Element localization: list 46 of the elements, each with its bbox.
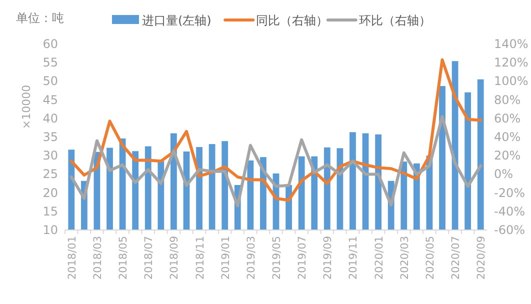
y2-tick-label: 120% <box>494 56 528 70</box>
y2-tick-label: 0% <box>494 167 514 182</box>
x-tick-label: 2018/01 <box>66 236 78 280</box>
y-axis-title: ×10000 <box>20 84 33 130</box>
y-tick-label: 50 <box>42 74 58 88</box>
x-tick-label: 2020/05 <box>424 236 436 280</box>
x-tick-label: 2019/03 <box>245 236 258 280</box>
x-tick-label: 2019/09 <box>322 236 334 280</box>
y2-tick-label: 20% <box>494 148 521 163</box>
line-series <box>70 115 482 208</box>
y-tick-label: 15 <box>42 204 58 218</box>
legend-label: 同比（右轴） <box>256 14 328 28</box>
y-tick-label: 25 <box>42 167 58 182</box>
x-tick-label: 2018/09 <box>168 236 181 280</box>
x-tick-label: 2019/11 <box>348 236 360 280</box>
x-tick-label: 2019/01 <box>220 236 232 280</box>
x-tick-label: 2018/07 <box>143 236 156 280</box>
legend-label: 环比（右轴） <box>358 14 431 28</box>
y-tick-label: 45 <box>42 92 58 107</box>
x-tick-label: 2020/09 <box>476 236 488 280</box>
x-tick-label: 2018/03 <box>92 236 104 280</box>
y2-tick-label: -40% <box>494 204 526 218</box>
x-tick-label: 2019/07 <box>296 236 309 280</box>
y-tick-label: 40 <box>42 111 58 126</box>
y2-tick-label: -20% <box>494 186 526 200</box>
line-series <box>70 58 482 202</box>
y-tick-label: 20 <box>42 186 58 200</box>
y-tick-label: 30 <box>42 148 58 163</box>
y2-tick-label: 140% <box>494 37 528 51</box>
legend-label: 进口量(左轴) <box>142 14 212 28</box>
x-tick-label: 2019/05 <box>271 236 283 280</box>
x-tick-label: 2018/11 <box>194 236 206 280</box>
x-tick-label: 2020/03 <box>398 236 411 280</box>
y-tick-label: 10 <box>42 223 58 237</box>
y-tick-label: 55 <box>42 56 58 70</box>
y-tick-label: 35 <box>42 130 58 144</box>
x-tick-label: 2020/01 <box>373 236 386 280</box>
y2-tick-label: -60% <box>494 223 526 237</box>
y-tick-label: 60 <box>42 37 58 51</box>
y2-tick-label: 40% <box>494 130 521 144</box>
y2-tick-label: 60% <box>494 111 521 126</box>
y2-tick-label: 100% <box>494 74 528 88</box>
x-tick-label: 2018/05 <box>118 236 130 280</box>
x-tick-label: 2020/07 <box>450 236 462 280</box>
text: 单位：吨 <box>16 11 64 25</box>
y2-tick-label: 80% <box>494 92 521 107</box>
